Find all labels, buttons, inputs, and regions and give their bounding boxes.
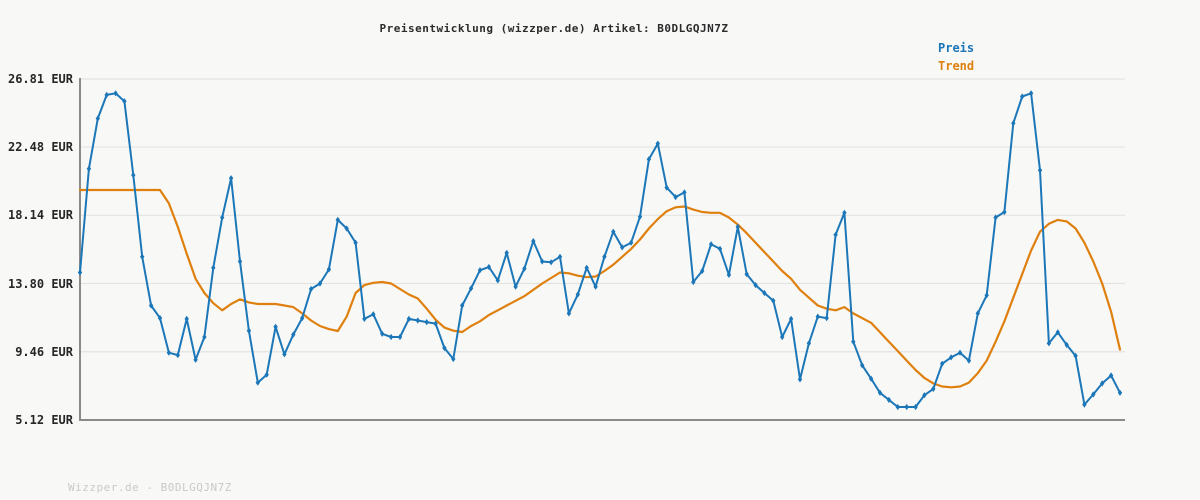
price-line — [79, 92, 1121, 408]
price-point-markers — [77, 90, 1123, 411]
chart-title: Preisentwicklung (wizzper.de) Artikel: B… — [379, 22, 729, 35]
y-axis-tick-label: 9.46 EUR — [15, 344, 73, 359]
y-axis-tick-label: 13.80 EUR — [7, 276, 73, 291]
y-axis-tick-label: 18.14 EUR — [7, 208, 73, 223]
watermark-text: Wizzper.de - B0DLGQJN7Z — [68, 481, 232, 494]
chart-legend: Preis Trend — [938, 39, 974, 75]
y-axis-tick-label: 22.48 EUR — [7, 140, 73, 155]
legend-preis-label: Preis — [938, 41, 975, 55]
legend-trend-label: Trend — [938, 59, 975, 73]
y-axis-labels: 26.81 EUR 22.48 EUR 18.14 EUR 13.80 EUR 9.46… — [0, 0, 73, 500]
y-axis-tick-label: 5.12 EUR — [15, 413, 73, 427]
y-axis-tick-label: 26.81 EUR — [7, 72, 73, 86]
